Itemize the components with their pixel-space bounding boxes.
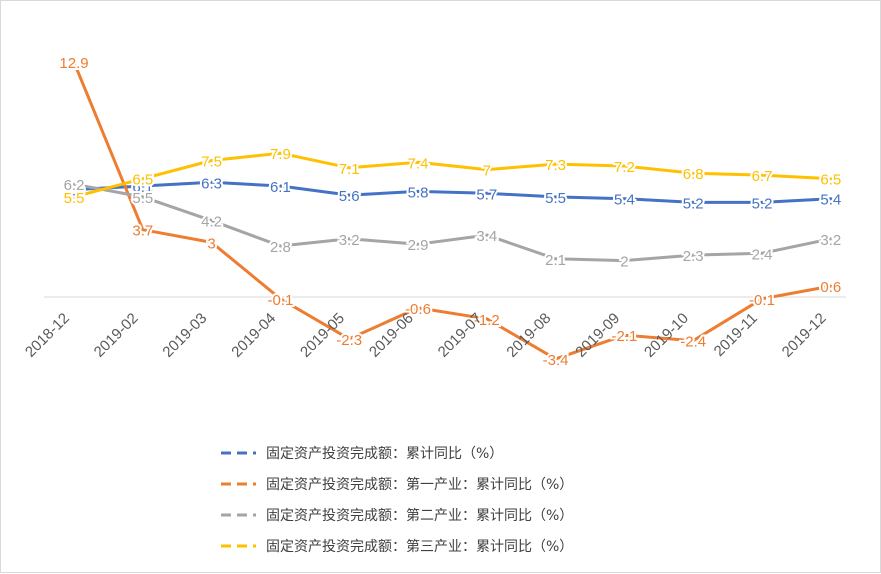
data-label-s3-1: 6.5	[132, 172, 153, 189]
x-tick-label-3: 2019-04	[228, 310, 279, 361]
data-label-s2-3: 2.8	[270, 239, 291, 256]
data-label-s3-10: 6.7	[752, 168, 773, 185]
data-label-s2-10: 2.4	[752, 246, 773, 263]
data-label-s1-5: -0.6	[405, 301, 431, 318]
x-tick-label-2: 2019-03	[159, 310, 210, 361]
x-tick-label-0: 2018-12	[22, 310, 73, 361]
legend-label-2: 固定资产投资完成额：第二产业：累计同比（%）	[266, 507, 573, 524]
data-label-s1-2: 3	[207, 235, 215, 252]
data-label-s0-3: 6.1	[270, 179, 291, 196]
data-label-s1-7: -3.4	[543, 352, 569, 369]
data-label-s3-11: 6.5	[820, 172, 841, 189]
x-tick-label-6: 2019-07	[435, 310, 486, 361]
data-label-s2-11: 3.2	[820, 232, 841, 249]
data-label-s0-6: 5.7	[476, 186, 497, 203]
data-label-s3-8: 7.2	[614, 159, 635, 176]
data-label-s1-9: -2.4	[680, 334, 706, 351]
data-label-s2-8: 2	[620, 254, 628, 271]
data-label-s0-10: 5.2	[752, 195, 773, 212]
data-label-s0-7: 5.5	[545, 190, 566, 207]
data-label-s3-3: 7.9	[270, 146, 291, 163]
data-label-s0-5: 5.8	[408, 184, 429, 201]
legend-label-3: 固定资产投资完成额：第三产业：累计同比（%）	[266, 538, 573, 555]
data-label-s2-0: 6.2	[64, 177, 85, 194]
data-label-s3-9: 6.8	[683, 166, 704, 183]
data-label-s1-6: -1.2	[474, 312, 500, 329]
series-line-1	[72, 60, 833, 361]
legend-label-0: 固定资产投资完成额：累计同比（%）	[266, 446, 503, 462]
legend-label-1: 固定资产投资完成额：第一产业：累计同比（%）	[266, 476, 573, 493]
data-label-s0-11: 5.4	[820, 192, 841, 209]
data-label-s3-2: 7.5	[201, 154, 222, 171]
data-label-s2-9: 2.3	[683, 248, 704, 265]
data-label-s0-8: 5.4	[614, 192, 635, 209]
data-label-s1-3: -0.1	[267, 292, 293, 309]
data-label-s1-1: 3.7	[132, 223, 153, 240]
data-label-s2-4: 3.2	[339, 232, 360, 249]
series-line-0	[72, 180, 833, 204]
x-tick-label-11: 2019-12	[779, 310, 830, 361]
data-label-s2-2: 4.2	[201, 214, 222, 231]
data-label-s1-4: -2.3	[336, 332, 362, 349]
data-label-s2-1: 5.5	[132, 190, 153, 207]
data-label-s0-1: 6.1	[132, 179, 153, 196]
data-label-s3-4: 7.1	[339, 161, 360, 178]
data-label-s1-10: -0.1	[749, 292, 775, 309]
series-line-2	[72, 182, 833, 263]
data-label-s0-2: 6.3	[201, 175, 222, 192]
data-label-s2-7: 2.1	[545, 252, 566, 269]
data-label-s3-5: 7.4	[408, 155, 429, 172]
series-line-3	[72, 151, 833, 199]
data-label-s2-6: 3.4	[476, 228, 497, 245]
data-label-s0-4: 5.6	[339, 188, 360, 205]
x-tick-label-5: 2019-06	[366, 310, 417, 361]
x-tick-label-1: 2019-02	[91, 310, 142, 361]
data-label-s3-0: 5.5	[64, 190, 85, 207]
data-label-s2-5: 2.9	[408, 237, 429, 254]
data-label-s0-0: 5.9	[64, 183, 85, 200]
data-label-s3-6: 7	[483, 163, 491, 180]
data-label-s1-11: 0.6	[820, 279, 841, 296]
data-label-s1-8: -2.1	[611, 328, 637, 345]
data-label-s3-7: 7.3	[545, 157, 566, 174]
x-tick-label-10: 2019-11	[711, 310, 761, 360]
data-label-s1-0: 12.9	[59, 55, 88, 72]
data-label-s0-9: 5.2	[683, 195, 704, 212]
